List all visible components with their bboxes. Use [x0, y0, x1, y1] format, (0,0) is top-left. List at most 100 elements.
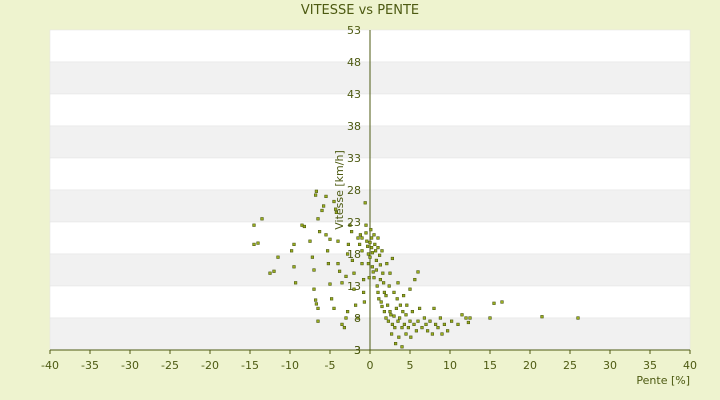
data-point [360, 236, 364, 240]
data-point [460, 313, 464, 317]
data-point [367, 276, 371, 280]
data-point [381, 281, 386, 285]
data-point [390, 256, 395, 261]
data-point [336, 239, 340, 243]
data-point [388, 309, 392, 314]
data-point [405, 303, 409, 307]
data-point [401, 293, 406, 298]
data-point [316, 217, 320, 221]
data-point [433, 322, 438, 327]
data-point [352, 287, 356, 291]
data-point [492, 301, 496, 305]
x-tick-label: -40 [41, 359, 59, 372]
data-point [252, 223, 256, 227]
data-point [384, 293, 388, 298]
data-point [382, 309, 387, 314]
data-point [346, 242, 351, 247]
data-point [328, 282, 332, 286]
y-tick-label: 23 [347, 216, 361, 229]
data-point [340, 322, 344, 327]
data-point [377, 253, 382, 257]
data-point [369, 228, 373, 232]
data-point [401, 309, 405, 314]
data-point [356, 316, 360, 320]
data-point [320, 208, 324, 213]
data-point [336, 261, 340, 266]
data-point [369, 236, 374, 240]
x-tick-label: -20 [201, 359, 219, 372]
data-point [408, 287, 412, 291]
data-point [353, 303, 358, 307]
x-tick-label: -15 [241, 359, 259, 372]
data-point [397, 335, 401, 339]
data-point [386, 319, 391, 323]
data-point [396, 319, 400, 323]
data-point [540, 315, 544, 319]
data-point [326, 261, 331, 266]
data-point [357, 242, 362, 247]
y-axis-title: Vitesse [km/h] [333, 150, 346, 230]
data-point [332, 306, 336, 311]
data-point [376, 236, 380, 240]
data-point [292, 242, 296, 247]
data-point [373, 249, 378, 253]
data-point [349, 230, 354, 234]
data-point [337, 269, 342, 273]
data-point [414, 329, 419, 333]
data-point [366, 261, 371, 266]
x-tick-label: 0 [367, 359, 374, 372]
data-point [260, 217, 264, 221]
data-point [488, 316, 492, 320]
data-point [394, 306, 399, 311]
data-point [381, 271, 385, 275]
x-tick-label: 40 [683, 359, 697, 372]
data-point [430, 332, 435, 336]
x-tick-label: -10 [281, 359, 299, 372]
data-point [404, 332, 408, 336]
data-point [321, 204, 326, 208]
data-point [416, 270, 420, 274]
y-tick-label: 3 [354, 344, 361, 357]
data-point [500, 300, 504, 304]
data-point [378, 277, 383, 282]
data-point [276, 255, 280, 259]
data-point [445, 329, 450, 333]
data-point [385, 303, 390, 307]
data-point [334, 210, 339, 215]
data-point [372, 233, 376, 237]
x-tick-label: -5 [325, 359, 336, 372]
data-point [345, 252, 350, 256]
data-point [272, 269, 276, 273]
x-tick-label: 10 [443, 359, 457, 372]
data-point [468, 316, 472, 320]
x-tick-label: 5 [407, 359, 414, 372]
y-tick-label: 33 [347, 152, 361, 165]
data-point [404, 313, 408, 317]
data-point [417, 306, 422, 311]
x-tick-label: 25 [563, 359, 577, 372]
data-point [389, 313, 393, 317]
data-point [328, 237, 332, 241]
data-point [392, 314, 396, 318]
x-tick-label: 20 [523, 359, 537, 372]
data-point [393, 341, 398, 346]
x-tick-label: 30 [603, 359, 617, 372]
data-point [377, 297, 381, 301]
data-point [314, 189, 319, 193]
data-point [345, 309, 350, 314]
data-point [375, 284, 379, 288]
data-points [252, 189, 580, 349]
data-point [252, 242, 256, 247]
data-point [332, 199, 336, 204]
data-point [360, 261, 364, 266]
data-point [348, 223, 352, 227]
data-point [340, 281, 344, 285]
data-point [412, 322, 416, 327]
data-point [365, 239, 369, 243]
x-axis-title: Pente [%] [636, 374, 690, 387]
data-point [293, 281, 298, 285]
data-point [576, 316, 580, 320]
data-point [368, 255, 372, 259]
data-point [410, 309, 415, 314]
